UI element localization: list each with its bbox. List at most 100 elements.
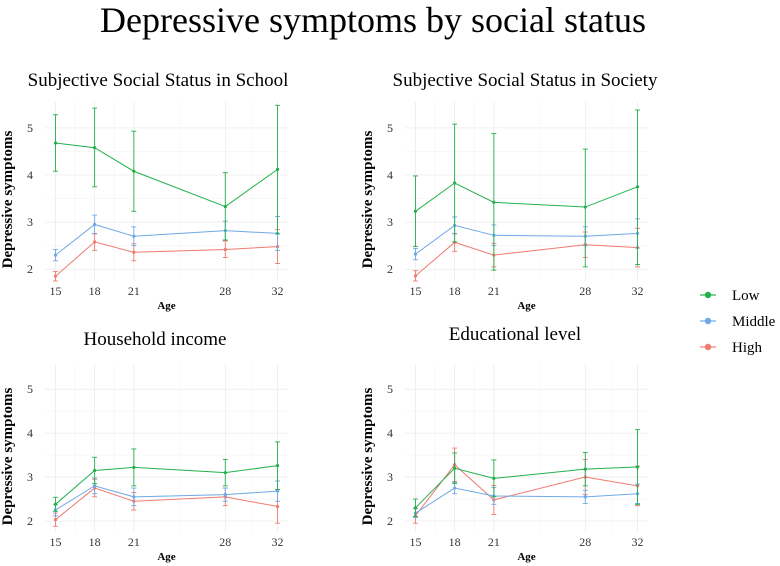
y-axis-label: Depressive symptoms bbox=[360, 131, 376, 269]
x-tick-label: 15 bbox=[409, 284, 421, 298]
data-point bbox=[635, 185, 640, 189]
x-tick-label: 32 bbox=[272, 535, 284, 549]
data-point bbox=[53, 253, 58, 257]
legend-item-low: Low bbox=[700, 288, 760, 304]
series-high bbox=[412, 447, 641, 524]
panels: Subjective Social Status in School 2 3 4 5 15… bbox=[0, 70, 658, 563]
series-middle bbox=[52, 477, 281, 517]
chart-panel: Subjective Social Status in Society 2 3 4 5 1… bbox=[360, 70, 658, 312]
data-point bbox=[53, 274, 58, 278]
gridlines bbox=[405, 365, 648, 532]
series-low bbox=[412, 429, 641, 518]
data-point bbox=[492, 200, 496, 204]
series-high bbox=[52, 478, 281, 527]
y-tick-label: 3 bbox=[27, 470, 33, 484]
y-tick-label: 5 bbox=[27, 121, 33, 135]
legend-key-marker bbox=[704, 291, 712, 299]
legend-item-middle: Middle bbox=[700, 314, 776, 330]
series-line bbox=[415, 224, 638, 255]
x-tick-label: 21 bbox=[488, 284, 500, 298]
x-axis-label: Age bbox=[157, 551, 175, 563]
data-point bbox=[53, 518, 58, 522]
data-point bbox=[93, 222, 97, 227]
series-line bbox=[55, 465, 278, 505]
data-point bbox=[132, 169, 136, 173]
chart-panel: Subjective Social Status in School 2 3 4 5 15… bbox=[0, 70, 288, 312]
data-point bbox=[583, 467, 587, 471]
y-axis-label: Depressive symptoms bbox=[0, 131, 16, 269]
data-point bbox=[223, 471, 227, 475]
x-tick-label: 21 bbox=[488, 535, 500, 549]
data-point bbox=[93, 468, 97, 473]
data-point bbox=[223, 247, 227, 252]
x-tick-label: 15 bbox=[409, 535, 421, 549]
gridlines bbox=[45, 102, 288, 281]
series-line bbox=[55, 241, 278, 277]
series-line bbox=[415, 241, 638, 277]
legend-item-high: High bbox=[700, 340, 763, 356]
series-low bbox=[52, 104, 281, 241]
series-line bbox=[415, 464, 638, 517]
x-tick-label: 32 bbox=[632, 284, 644, 298]
y-axis-label: Depressive symptoms bbox=[0, 388, 16, 526]
data-point bbox=[413, 506, 418, 510]
y-tick-label: 5 bbox=[387, 121, 393, 135]
series-line bbox=[55, 485, 278, 511]
legend-label: Low bbox=[732, 288, 760, 304]
series-high bbox=[52, 229, 281, 282]
series-line bbox=[415, 182, 638, 212]
series-line bbox=[55, 223, 278, 256]
data-point bbox=[583, 495, 587, 499]
data-point bbox=[413, 252, 418, 256]
panel-title: Educational level bbox=[449, 324, 581, 345]
data-point bbox=[635, 465, 640, 469]
data-point bbox=[223, 493, 227, 497]
x-tick-label: 28 bbox=[219, 284, 231, 298]
y-tick-label: 5 bbox=[387, 382, 393, 396]
gridlines bbox=[45, 365, 288, 532]
legend-label: High bbox=[732, 340, 763, 356]
x-tick-label: 18 bbox=[449, 535, 461, 549]
legend-label: Middle bbox=[732, 314, 776, 330]
chart-panel: Educational level 2 3 4 5 15 18 21 28 32 Age Depres… bbox=[360, 324, 648, 563]
series-low bbox=[52, 441, 281, 512]
data-point bbox=[223, 204, 227, 209]
chart-panel: Household income 2 3 4 5 15 18 21 28 32 Age Depress… bbox=[0, 329, 288, 563]
y-tick-label: 3 bbox=[387, 215, 393, 229]
y-tick-label: 3 bbox=[27, 215, 33, 229]
x-tick-label: 32 bbox=[272, 284, 284, 298]
x-axis-label: Age bbox=[517, 551, 535, 563]
y-axis-label: Depressive symptoms bbox=[360, 388, 376, 526]
panel-title: Subjective Social Status in School bbox=[28, 70, 289, 91]
data-point bbox=[132, 465, 136, 469]
data-point bbox=[132, 495, 136, 499]
figure-title: Depressive symptoms by social status bbox=[100, 0, 646, 40]
y-tick-label: 4 bbox=[27, 168, 33, 182]
legend-key-marker bbox=[704, 317, 712, 325]
y-tick-label: 2 bbox=[27, 262, 33, 276]
data-point bbox=[413, 209, 418, 213]
y-tick-label: 2 bbox=[387, 514, 393, 528]
x-tick-label: 18 bbox=[89, 535, 101, 549]
panel-title: Subjective Social Status in Society bbox=[393, 70, 658, 91]
y-tick-label: 4 bbox=[387, 426, 393, 440]
data-point bbox=[275, 464, 280, 468]
series-middle bbox=[412, 481, 641, 518]
panel-title: Household income bbox=[83, 329, 226, 350]
data-point bbox=[453, 466, 457, 470]
legend: Low Middle High bbox=[700, 288, 776, 356]
x-tick-label: 18 bbox=[89, 284, 101, 298]
x-tick-label: 28 bbox=[579, 535, 591, 549]
data-point bbox=[93, 484, 97, 488]
data-point bbox=[492, 476, 496, 480]
data-point bbox=[132, 250, 136, 254]
series-high bbox=[412, 227, 641, 282]
x-tick-label: 32 bbox=[632, 535, 644, 549]
data-point bbox=[413, 274, 418, 278]
x-tick-label: 21 bbox=[128, 284, 140, 298]
series-low bbox=[412, 109, 641, 271]
data-point bbox=[275, 167, 280, 171]
data-point bbox=[53, 141, 58, 145]
legend-key-marker bbox=[704, 343, 712, 351]
